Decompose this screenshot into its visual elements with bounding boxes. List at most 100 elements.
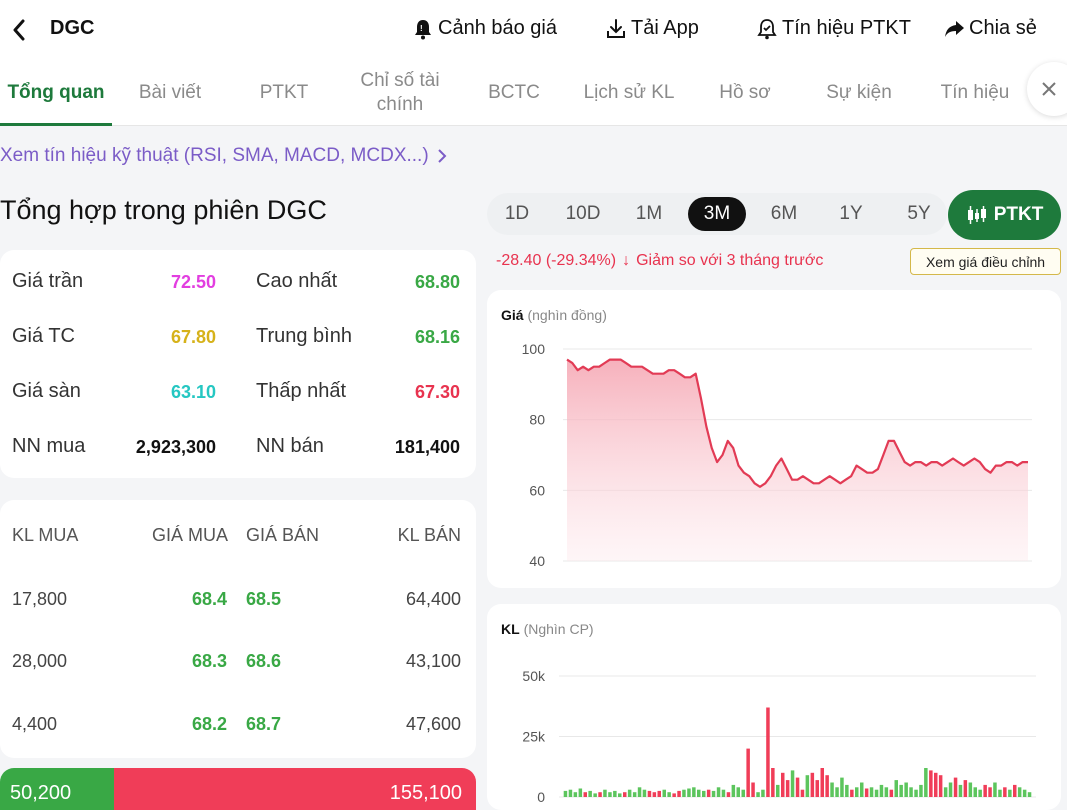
volume-bar <box>766 707 770 797</box>
tab-overview[interactable]: Tổng quan <box>0 60 112 126</box>
adjusted-price-button[interactable]: Xem giá điều chỉnh <box>910 248 1061 275</box>
tab-financial-statements[interactable]: BCTC <box>488 82 540 103</box>
tab-articles[interactable]: Bài viết <box>138 82 202 103</box>
price-chart-card: Giá (nghìn đồng) 100 80 60 40 <box>487 290 1061 588</box>
volume-bar <box>687 788 691 797</box>
volume-bar <box>835 787 839 797</box>
buy-price-header: GIÁ MUA <box>152 525 229 545</box>
volume-bar <box>790 770 795 797</box>
volume-bar <box>909 787 913 797</box>
period-6m[interactable]: 6M <box>770 203 798 224</box>
signal-button[interactable]: Tín hiệu PTKT <box>756 17 911 40</box>
volume-bar <box>973 787 977 797</box>
tab-volume-history[interactable]: Lịch sử KL <box>583 82 675 103</box>
tab-profile[interactable]: Hồ sơ <box>719 82 771 103</box>
volume-bar <box>677 790 681 797</box>
back-button[interactable] <box>8 16 30 44</box>
close-icon <box>1042 82 1056 96</box>
bell-icon: ! <box>415 19 431 39</box>
tab-bar: Tổng quan Bài viết PTKT Chỉ số tài chính… <box>0 60 1067 126</box>
chevron-right-icon <box>437 149 447 163</box>
technical-signals-link[interactable]: Xem tín hiệu kỹ thuật (RSI, SMA, MACD, M… <box>0 145 447 167</box>
foreign-buy-label: NN mua <box>12 435 86 457</box>
low-value: 67.30 <box>414 382 460 402</box>
volume-bar <box>588 790 592 797</box>
volume-bar <box>563 790 568 797</box>
volume-bar <box>953 777 958 797</box>
volume-bar <box>702 790 706 797</box>
volume-bar <box>815 780 819 797</box>
tab-events[interactable]: Sự kiện <box>826 82 892 103</box>
volume-chart-title: KL (Nghìn CP) <box>501 621 594 637</box>
volume-bar <box>884 787 889 797</box>
volume-bar <box>741 789 745 797</box>
volume-bar <box>573 792 578 797</box>
volume-bar <box>934 772 938 797</box>
volume-bar <box>608 792 612 797</box>
download-app-button[interactable]: Tải App <box>605 17 699 40</box>
order-sell-volume: 47,600 <box>405 714 461 734</box>
tab-financial-ratios[interactable]: Chỉ số tài chính <box>360 70 440 115</box>
sell-price-header: GIÁ BÁN <box>246 525 320 545</box>
price-change-note: Giảm so với 3 tháng trước <box>636 252 824 269</box>
order-buy-volume: 17,800 <box>12 589 68 609</box>
volume-axis-tick: 0 <box>537 789 545 805</box>
volume-bar <box>781 772 785 797</box>
price-alert-label: Cảnh báo giá <box>438 17 557 39</box>
foreign-sell-value: 181,400 <box>394 437 460 457</box>
volume-bar <box>642 789 647 797</box>
volume-bar <box>706 789 711 797</box>
volume-bar <box>756 792 760 797</box>
foreign-sell-label: NN bán <box>256 435 324 457</box>
technical-analysis-button[interactable]: PTKT <box>948 190 1061 240</box>
volume-bar <box>637 787 642 797</box>
period-10d[interactable]: 10D <box>565 203 601 224</box>
volume-bar <box>776 784 780 797</box>
total-buy-volume: 50,200 <box>0 768 114 810</box>
order-sell-price: 68.7 <box>246 714 282 734</box>
period-1y[interactable]: 1Y <box>839 203 863 224</box>
average-label: Trung bình <box>256 325 352 347</box>
volume-bar <box>864 788 869 797</box>
floor-label: Giá sàn <box>12 380 81 402</box>
period-1d[interactable]: 1D <box>504 203 530 224</box>
period-5y[interactable]: 5Y <box>907 203 931 224</box>
period-1m[interactable]: 1M <box>635 203 663 224</box>
price-axis-tick: 40 <box>529 553 545 569</box>
price-chart: 100 80 60 40 <box>522 341 1032 569</box>
volume-bar <box>1008 789 1012 797</box>
volume-chart: 50k 25k 0 <box>522 668 1036 805</box>
volume-bar <box>820 768 824 797</box>
candlestick-icon <box>967 206 986 224</box>
price-chart-label: Giá <box>501 307 524 323</box>
order-sell-price: 68.5 <box>246 589 282 609</box>
price-alert-button[interactable]: ! Cảnh báo giá <box>412 17 557 40</box>
session-summary-card: Giá trần 72.50 Cao nhất 68.80 Giá TC 67.… <box>0 250 476 478</box>
technical-signals-text: Xem tín hiệu kỹ thuật (RSI, SMA, MACD, M… <box>0 145 429 166</box>
volume-bar <box>845 784 849 797</box>
volume-bar <box>627 789 632 797</box>
period-3m[interactable]: 3M <box>688 197 746 231</box>
order-buy-price: 68.2 <box>191 714 227 734</box>
high-label: Cao nhất <box>256 270 338 292</box>
tabs-scroll-button[interactable] <box>1027 62 1067 116</box>
share-button[interactable]: Chia sẻ <box>943 17 1037 40</box>
reference-value: 67.80 <box>170 327 216 347</box>
volume-bar <box>978 789 982 797</box>
tab-signals[interactable]: Tín hiệu <box>940 82 1010 103</box>
volume-bar <box>657 790 661 797</box>
volume-bar <box>924 768 928 797</box>
volume-bar <box>1027 792 1032 797</box>
volume-bar <box>623 792 627 797</box>
price-area <box>567 359 1028 561</box>
price-axis-tick: 100 <box>522 341 546 357</box>
volume-bar <box>805 775 810 797</box>
price-line <box>566 358 1028 488</box>
chevron-left-icon <box>13 19 25 41</box>
volume-bar <box>1013 784 1017 797</box>
tab-technical[interactable]: PTKT <box>259 82 309 103</box>
volume-bar <box>578 788 583 797</box>
buy-volume-header: KL MUA <box>12 525 79 545</box>
down-arrow-icon: ↓ <box>622 252 631 269</box>
volume-bar <box>711 790 716 797</box>
